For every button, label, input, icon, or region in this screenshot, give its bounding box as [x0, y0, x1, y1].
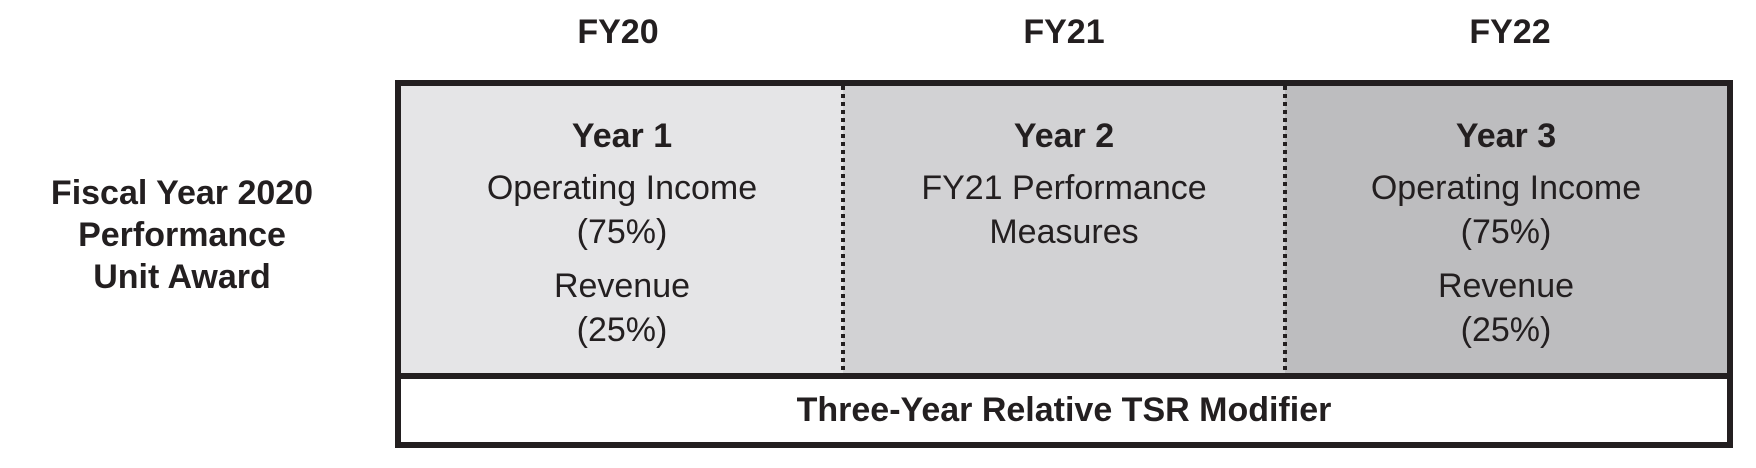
measure-line: Revenue: [553, 267, 691, 305]
column-year1: Year 1 Operating Income (75%) Revenue (2…: [401, 86, 843, 373]
year1-measure-revenue: Revenue (25%): [401, 264, 843, 352]
measure-weight: (75%): [1460, 213, 1552, 251]
fiscal-year-header-row: FY20 FY21 FY22: [395, 12, 1733, 52]
header-fy21: FY21: [1023, 13, 1105, 51]
award-caption-line: Performance: [78, 216, 286, 254]
header-fy22: FY22: [1469, 13, 1551, 51]
yearly-measures-row: Year 1 Operating Income (75%) Revenue (2…: [401, 86, 1727, 373]
dotted-divider-fy20-fy21: [841, 86, 845, 373]
column-year3: Year 3 Operating Income (75%) Revenue (2…: [1283, 86, 1727, 373]
award-structure-box: Year 1 Operating Income (75%) Revenue (2…: [395, 80, 1733, 448]
measure-line: FY21 Performance: [921, 169, 1207, 207]
year1-measure-operating-income: Operating Income (75%): [401, 166, 843, 254]
measure-weight: (25%): [1460, 311, 1552, 349]
award-caption-line: Fiscal Year 2020: [50, 174, 314, 212]
year3-measure-revenue: Revenue (25%): [1285, 264, 1727, 352]
horizontal-divider: [401, 373, 1727, 379]
award-caption: Fiscal Year 2020 Performance Unit Award: [22, 172, 342, 298]
year3-measure-operating-income: Operating Income (75%): [1285, 166, 1727, 254]
measure-weight: (75%): [576, 213, 668, 251]
header-fy20: FY20: [577, 13, 659, 51]
measure-line: Revenue: [1437, 267, 1575, 305]
timeline-diagram: FY20 FY21 FY22 Year 1 Operating Income (…: [395, 0, 1733, 448]
measure-line: Operating Income: [1370, 169, 1642, 207]
measure-line: Measures: [989, 213, 1139, 251]
measure-weight: (25%): [576, 311, 668, 349]
measure-line: Operating Income: [486, 169, 758, 207]
dotted-divider-fy21-fy22: [1283, 86, 1287, 373]
award-caption-line: Unit Award: [93, 258, 271, 296]
year1-title: Year 1: [571, 117, 673, 155]
column-year2: Year 2 FY21 Performance Measures: [841, 86, 1285, 373]
tsr-modifier-band: Three-Year Relative TSR Modifier: [401, 379, 1727, 442]
year2-measure-fy21-performance: FY21 Performance Measures: [843, 166, 1285, 254]
year2-title: Year 2: [1013, 117, 1115, 155]
year3-title: Year 3: [1455, 117, 1557, 155]
tsr-modifier-label: Three-Year Relative TSR Modifier: [796, 391, 1332, 429]
